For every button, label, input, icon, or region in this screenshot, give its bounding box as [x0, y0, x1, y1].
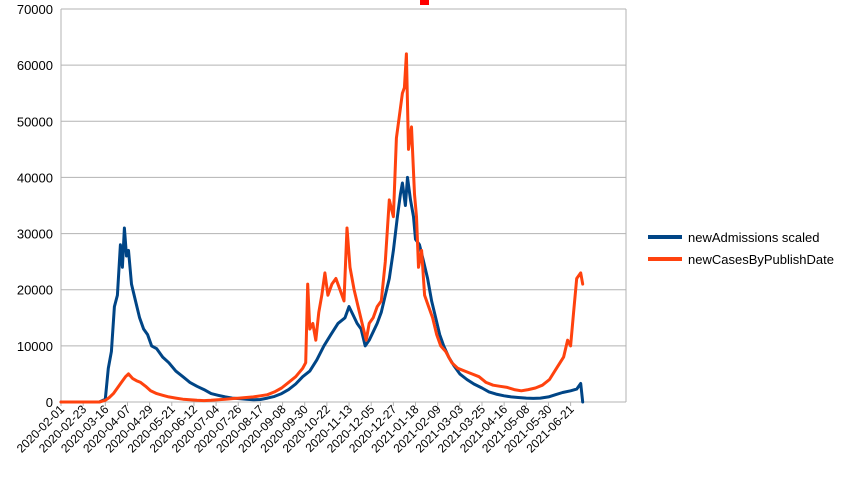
y-tick-label: 40000: [17, 170, 53, 185]
y-axis-tick-labels: 0 10000 20000 30000 40000 50000 60000 70000: [17, 2, 53, 410]
red-marker: [420, 0, 429, 5]
y-tick-label: 60000: [17, 58, 53, 73]
legend-label: newAdmissions scaled: [688, 229, 820, 245]
legend-label: newCasesByPublishDate: [688, 251, 834, 267]
gridlines: [61, 8, 626, 403]
series-lines: [59, 52, 585, 404]
legend: newAdmissions scaled newCasesByPublishDat…: [648, 226, 834, 270]
series-line-0: [59, 175, 585, 404]
y-tick-label: 10000: [17, 339, 53, 354]
legend-swatch: [648, 257, 682, 261]
y-tick-label: 70000: [17, 2, 53, 17]
legend-item: newAdmissions scaled: [648, 226, 834, 248]
axes: [60, 9, 627, 406]
y-tick-label: 50000: [17, 114, 53, 129]
y-tick-label: 20000: [17, 283, 53, 298]
y-tick-label: 30000: [17, 227, 53, 242]
y-tick-label: 0: [46, 395, 53, 410]
series-line-1: [59, 52, 585, 404]
legend-swatch: [648, 235, 682, 239]
legend-item: newCasesByPublishDate: [648, 248, 834, 270]
x-axis-tick-labels: 2020-02-012020-02-232020-03-162020-04-07…: [14, 402, 577, 456]
